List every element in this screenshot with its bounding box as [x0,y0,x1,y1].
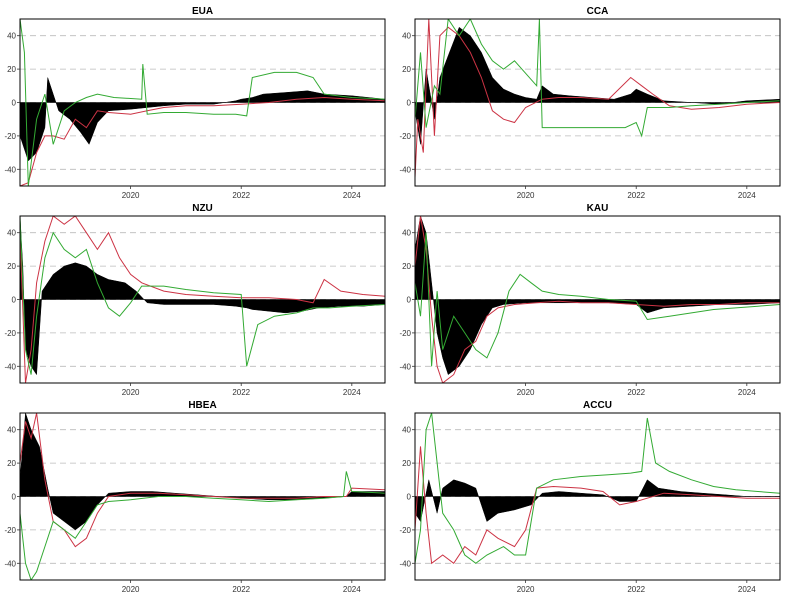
series-line-eua-1 [20,96,385,186]
x-tick-label-cca-1: 2022 [627,191,645,200]
y-tick-label-nzu-4: 40 [7,229,16,238]
y-tick-label-cca-0: -40 [399,165,411,174]
series-line-hbea-2 [20,471,385,580]
y-tick-label-cca-4: 40 [402,32,411,41]
series-line-accu-2 [415,413,780,564]
y-tick-label-cca-1: -20 [399,132,411,141]
x-tick-label-nzu-0: 2020 [122,388,140,397]
series-line-nzu-1 [20,216,385,383]
x-tick-label-nzu-1: 2022 [232,388,250,397]
x-tick-label-accu-2: 2024 [738,585,756,594]
series-area-cca [415,26,780,145]
y-tick-label-nzu-3: 20 [7,262,16,271]
y-tick-label-kau-2: 0 [407,296,412,305]
series-line-hbea-1 [20,413,385,548]
plot-area-eua [20,19,385,186]
x-tick-label-cca-2: 2024 [738,191,756,200]
series-area-accu [415,479,780,523]
panel-cca: CCA -40 -20 0 20 40 2020 2022 2024 [399,6,781,200]
y-tick-label-cca-3: 20 [402,65,411,74]
x-tick-label-cca-0: 2020 [517,191,535,200]
x-tick-label-kau-2: 2024 [738,388,756,397]
y-tick-label-hbea-0: -40 [4,559,16,568]
y-tick-label-hbea-3: 20 [7,459,16,468]
series-area-eua [20,77,385,162]
y-tick-label-kau-0: -40 [399,362,411,371]
panel-title-kau: KAU [587,203,609,214]
panel-hbea: HBEA -40 -20 0 20 40 2020 2022 2024 [4,400,386,594]
x-tick-label-hbea-2: 2024 [343,585,361,594]
y-tick-label-hbea-2: 0 [12,493,17,502]
panel-kau: KAU -40 -20 0 20 40 2020 2022 2024 [399,203,781,397]
y-tick-label-kau-1: -20 [399,329,411,338]
panel-accu: ACCU -40 -20 0 20 40 2020 2022 2024 [399,400,781,594]
y-tick-label-eua-2: 0 [12,99,17,108]
x-tick-label-nzu-2: 2024 [343,388,361,397]
y-tick-label-cca-2: 0 [407,99,412,108]
y-tick-label-nzu-2: 0 [12,296,17,305]
y-tick-label-kau-4: 40 [402,229,411,238]
x-tick-label-eua-2: 2024 [343,191,361,200]
y-tick-label-hbea-4: 40 [7,426,16,435]
x-tick-label-hbea-0: 2020 [122,585,140,594]
plot-area-nzu [20,216,385,383]
y-tick-label-nzu-1: -20 [4,329,16,338]
y-tick-label-eua-1: -20 [4,132,16,141]
x-tick-label-kau-0: 2020 [517,388,535,397]
panel-eua: EUA -40 -20 0 20 40 2020 2022 2024 [4,6,386,200]
y-tick-label-accu-4: 40 [402,426,411,435]
x-tick-label-kau-1: 2022 [627,388,645,397]
panel-title-eua: EUA [192,6,213,17]
panel-title-accu: ACCU [583,400,612,411]
y-tick-label-kau-3: 20 [402,262,411,271]
plot-area-accu [415,413,780,565]
panel-title-cca: CCA [587,6,609,17]
plot-area-cca [415,19,780,178]
series-line-cca-1 [415,19,780,178]
panel-nzu: NZU -40 -20 0 20 40 2020 2022 2024 [4,203,386,397]
y-tick-label-accu-2: 0 [407,493,412,502]
x-tick-label-eua-0: 2020 [122,191,140,200]
y-tick-label-eua-4: 40 [7,32,16,41]
x-tick-label-hbea-1: 2022 [232,585,250,594]
panel-title-hbea: HBEA [188,400,216,411]
series-line-cca-2 [415,19,780,138]
y-tick-label-accu-0: -40 [399,559,411,568]
series-line-kau-1 [415,216,780,383]
plot-area-kau [415,216,780,383]
y-tick-label-hbea-1: -20 [4,526,16,535]
series-line-kau-2 [415,232,780,367]
series-line-eua-2 [20,19,385,186]
x-tick-label-eua-1: 2022 [232,191,250,200]
y-tick-label-eua-3: 20 [7,65,16,74]
y-tick-label-accu-3: 20 [402,459,411,468]
plot-area-hbea [20,413,385,580]
panel-title-nzu: NZU [192,203,213,214]
x-tick-label-accu-1: 2022 [627,585,645,594]
series-line-nzu-2 [20,216,385,375]
y-tick-label-eua-0: -40 [4,165,16,174]
y-tick-label-nzu-0: -40 [4,362,16,371]
y-tick-label-accu-1: -20 [399,526,411,535]
x-tick-label-accu-0: 2020 [517,585,535,594]
series-line-accu-1 [415,446,780,565]
